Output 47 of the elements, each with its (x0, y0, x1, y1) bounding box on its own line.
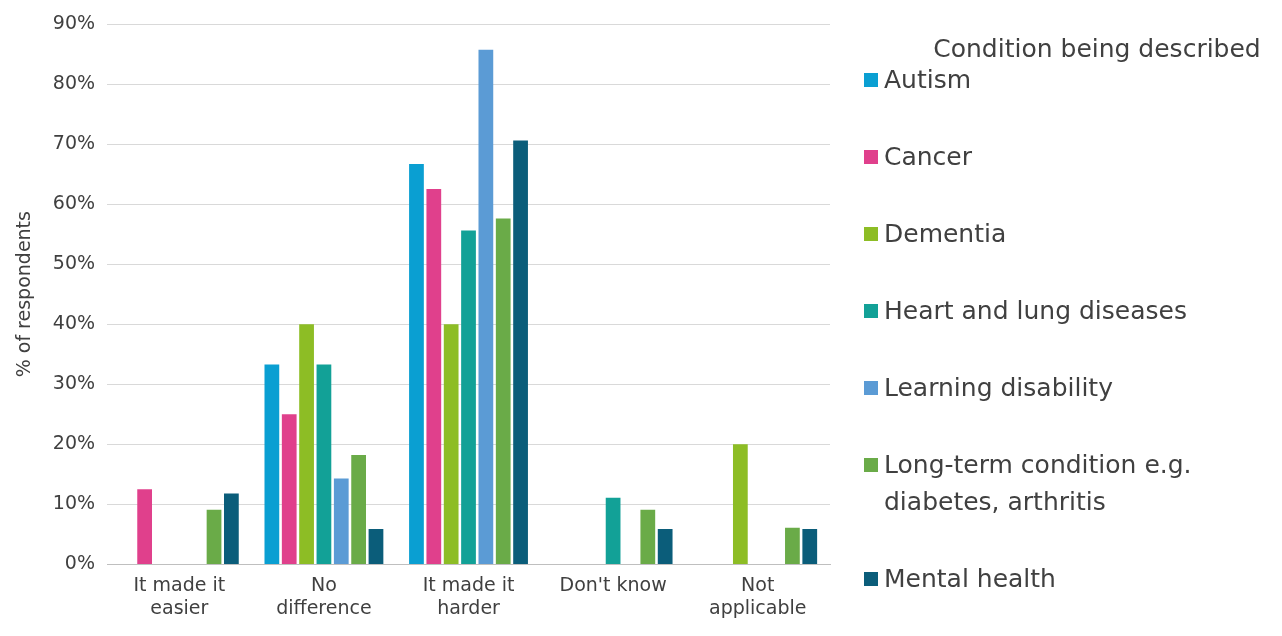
bar (409, 163, 424, 564)
bar (299, 324, 314, 564)
legend-label: Heart and lung diseases (884, 295, 1187, 327)
y-tick-label: 90% (52, 10, 96, 33)
x-tick-label: Not applicable (708, 572, 807, 618)
bar (206, 509, 222, 564)
bar (785, 527, 800, 564)
bar (351, 455, 366, 564)
x-tick-label: No difference (276, 572, 372, 618)
legend-label: Mental health (884, 563, 1056, 595)
legend-label: Autism (884, 65, 972, 94)
bar (605, 497, 621, 564)
bar (368, 528, 384, 564)
bar (802, 528, 818, 564)
bar (443, 324, 459, 564)
bar (426, 189, 442, 564)
bar (281, 414, 297, 564)
bar (316, 364, 332, 564)
bar (640, 509, 656, 564)
bar (461, 230, 476, 564)
x-tick-label: Don't know (559, 572, 667, 595)
y-tick-label: 60% (52, 191, 96, 214)
y-tick-label: 10% (52, 491, 96, 514)
legend-label: Cancer (884, 141, 973, 173)
bar (264, 364, 280, 564)
y-tick-label: 70% (52, 131, 96, 154)
y-tick-label: 80% (52, 70, 96, 93)
bar (495, 218, 511, 564)
legend-label: Learning disability (884, 372, 1113, 404)
bar (657, 528, 673, 564)
legend-label: Dementia (884, 218, 1007, 250)
x-tick-label: It made it harder (422, 572, 515, 618)
bar (137, 489, 152, 564)
legend-label: Long-term condition e.g. diabetes, arthritis (884, 449, 1193, 518)
legend-title: Condition being described (933, 34, 1261, 63)
bar (478, 49, 494, 564)
bar (224, 493, 239, 564)
bar (732, 444, 748, 564)
y-tick-label: 20% (52, 431, 96, 454)
y-axis-title: % of respondents (12, 211, 35, 378)
bar (333, 478, 349, 564)
y-tick-label: 50% (52, 251, 96, 274)
y-tick-label: 0% (64, 551, 96, 574)
y-tick-label: 30% (52, 371, 96, 394)
y-tick-label: 40% (52, 311, 96, 334)
bar (513, 140, 528, 564)
x-tick-label: It made it easier (133, 572, 226, 618)
